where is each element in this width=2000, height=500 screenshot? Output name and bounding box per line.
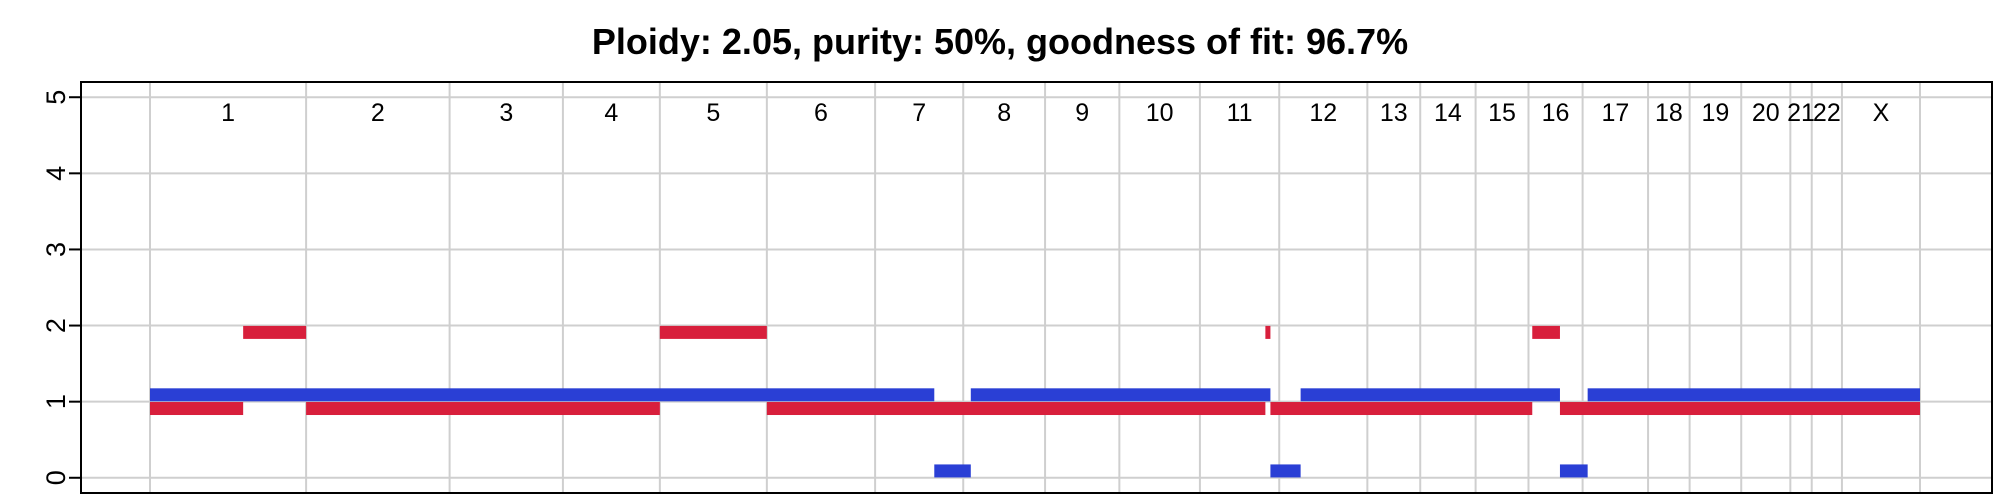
chromosome-label: 14: [1434, 99, 1462, 127]
chromosome-label: 9: [1075, 99, 1089, 127]
major-copy-number-segment: [934, 464, 971, 478]
minor-copy-number-segment: [659, 325, 767, 339]
y-axis: 0 1 2 3 4 5: [41, 90, 81, 485]
major-copy-number-segment: [150, 388, 935, 402]
chromosome-label: 16: [1542, 99, 1570, 127]
chromosome-label: 13: [1380, 99, 1408, 127]
y-tick-label: 1: [41, 394, 71, 409]
grid-layer: [81, 82, 1992, 493]
plot-frame: [80, 81, 1993, 494]
chromosome-label: 12: [1309, 99, 1337, 127]
chromosome-label: 10: [1146, 99, 1174, 127]
chromosome-label: 21: [1787, 99, 1815, 127]
chromosome-label: 11: [1227, 99, 1253, 127]
y-tick-label: 4: [41, 166, 71, 181]
minor-copy-number-segment: [243, 325, 307, 339]
chromosome-label: 8: [997, 99, 1011, 127]
chromosome-label: 22: [1813, 99, 1841, 127]
chromosome-label: 18: [1655, 99, 1683, 127]
minor-copy-number-segment: [150, 402, 244, 416]
chromosome-label: 19: [1702, 99, 1730, 127]
minor-copy-number-segment: [1532, 325, 1560, 339]
major-copy-number-segment: [970, 388, 1271, 402]
major-copy-number-segment: [1559, 464, 1588, 478]
chromosome-label: 6: [814, 99, 828, 127]
chromosome-label: 20: [1752, 99, 1780, 127]
chromosome-label: 7: [912, 99, 926, 127]
major-copy-number-segment: [1270, 464, 1301, 478]
chromosome-label: 2: [371, 99, 385, 127]
chart-title: Ploidy: 2.05, purity: 50%, goodness of f…: [592, 21, 1408, 62]
chromosome-label: 4: [604, 99, 618, 127]
minor-copy-number-segment: [1270, 402, 1533, 416]
y-tick-label: 5: [41, 90, 71, 105]
y-tick-label: 2: [41, 318, 71, 333]
major-copy-number-segment: [1300, 388, 1560, 402]
chromosome-label: X: [1873, 99, 1890, 127]
y-tick-label: 0: [41, 470, 71, 485]
chromosome-label: 15: [1488, 99, 1516, 127]
minor-copy-number-segment: [306, 402, 660, 416]
y-tick-label: 3: [41, 242, 71, 257]
minor-copy-number-segment: [766, 402, 1266, 416]
segment-layer: [150, 325, 1920, 478]
chromosome-label: 17: [1601, 99, 1629, 127]
chromosome-label: 5: [706, 99, 720, 127]
chromosome-label: 3: [499, 99, 513, 127]
minor-copy-number-segment: [1265, 325, 1271, 339]
major-copy-number-segment: [1587, 388, 1920, 402]
minor-copy-number-segment: [1559, 402, 1920, 416]
chromosome-label: 1: [221, 99, 235, 127]
